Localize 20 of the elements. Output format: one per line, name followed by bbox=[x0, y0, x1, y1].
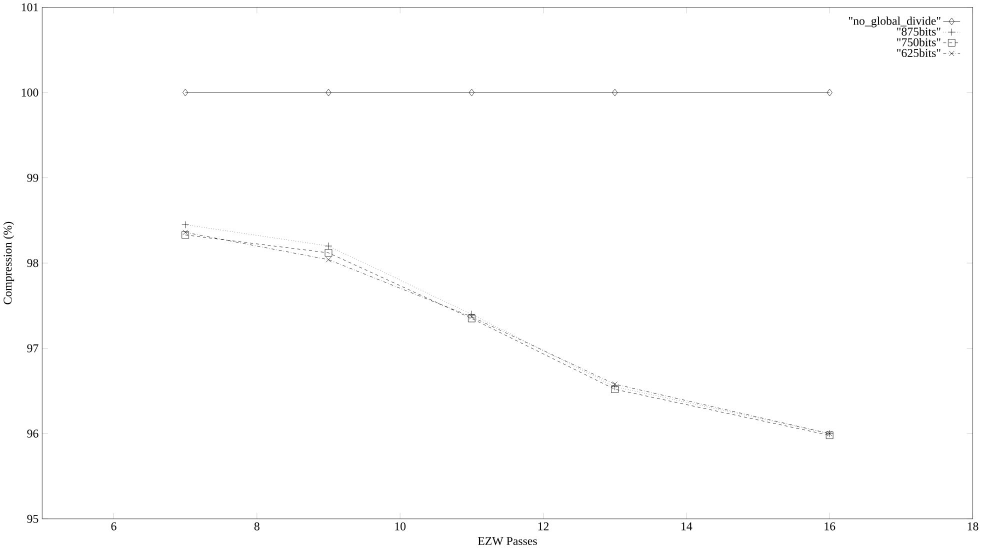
legend-label: "750bits" bbox=[897, 38, 940, 46]
legend-label: "875bits" bbox=[897, 27, 940, 36]
x-tick-label: 6 bbox=[111, 522, 116, 530]
y-tick-label: 96 bbox=[27, 429, 38, 438]
y-tick-label: 99 bbox=[27, 174, 38, 182]
x-tick-label: 14 bbox=[682, 522, 692, 530]
y-tick-label: 97 bbox=[27, 344, 38, 352]
y-axis-title: Compression (%) bbox=[3, 222, 14, 304]
y-tick-label: 100 bbox=[22, 88, 38, 96]
legend-label: "625bits" bbox=[897, 48, 940, 57]
x-tick-label: 10 bbox=[395, 522, 406, 530]
legend-label: "no_global_divide" bbox=[848, 16, 940, 28]
x-tick-label: 12 bbox=[538, 522, 549, 530]
x-tick-label: 8 bbox=[254, 522, 260, 530]
x-axis-title: EZW Passes bbox=[478, 536, 537, 545]
y-tick-label: 95 bbox=[27, 514, 38, 523]
x-tick-label: 16 bbox=[824, 522, 836, 530]
y-tick-label: 98 bbox=[27, 258, 38, 267]
y-tick-label: 101 bbox=[22, 3, 38, 12]
x-tick-label: 18 bbox=[968, 522, 978, 530]
